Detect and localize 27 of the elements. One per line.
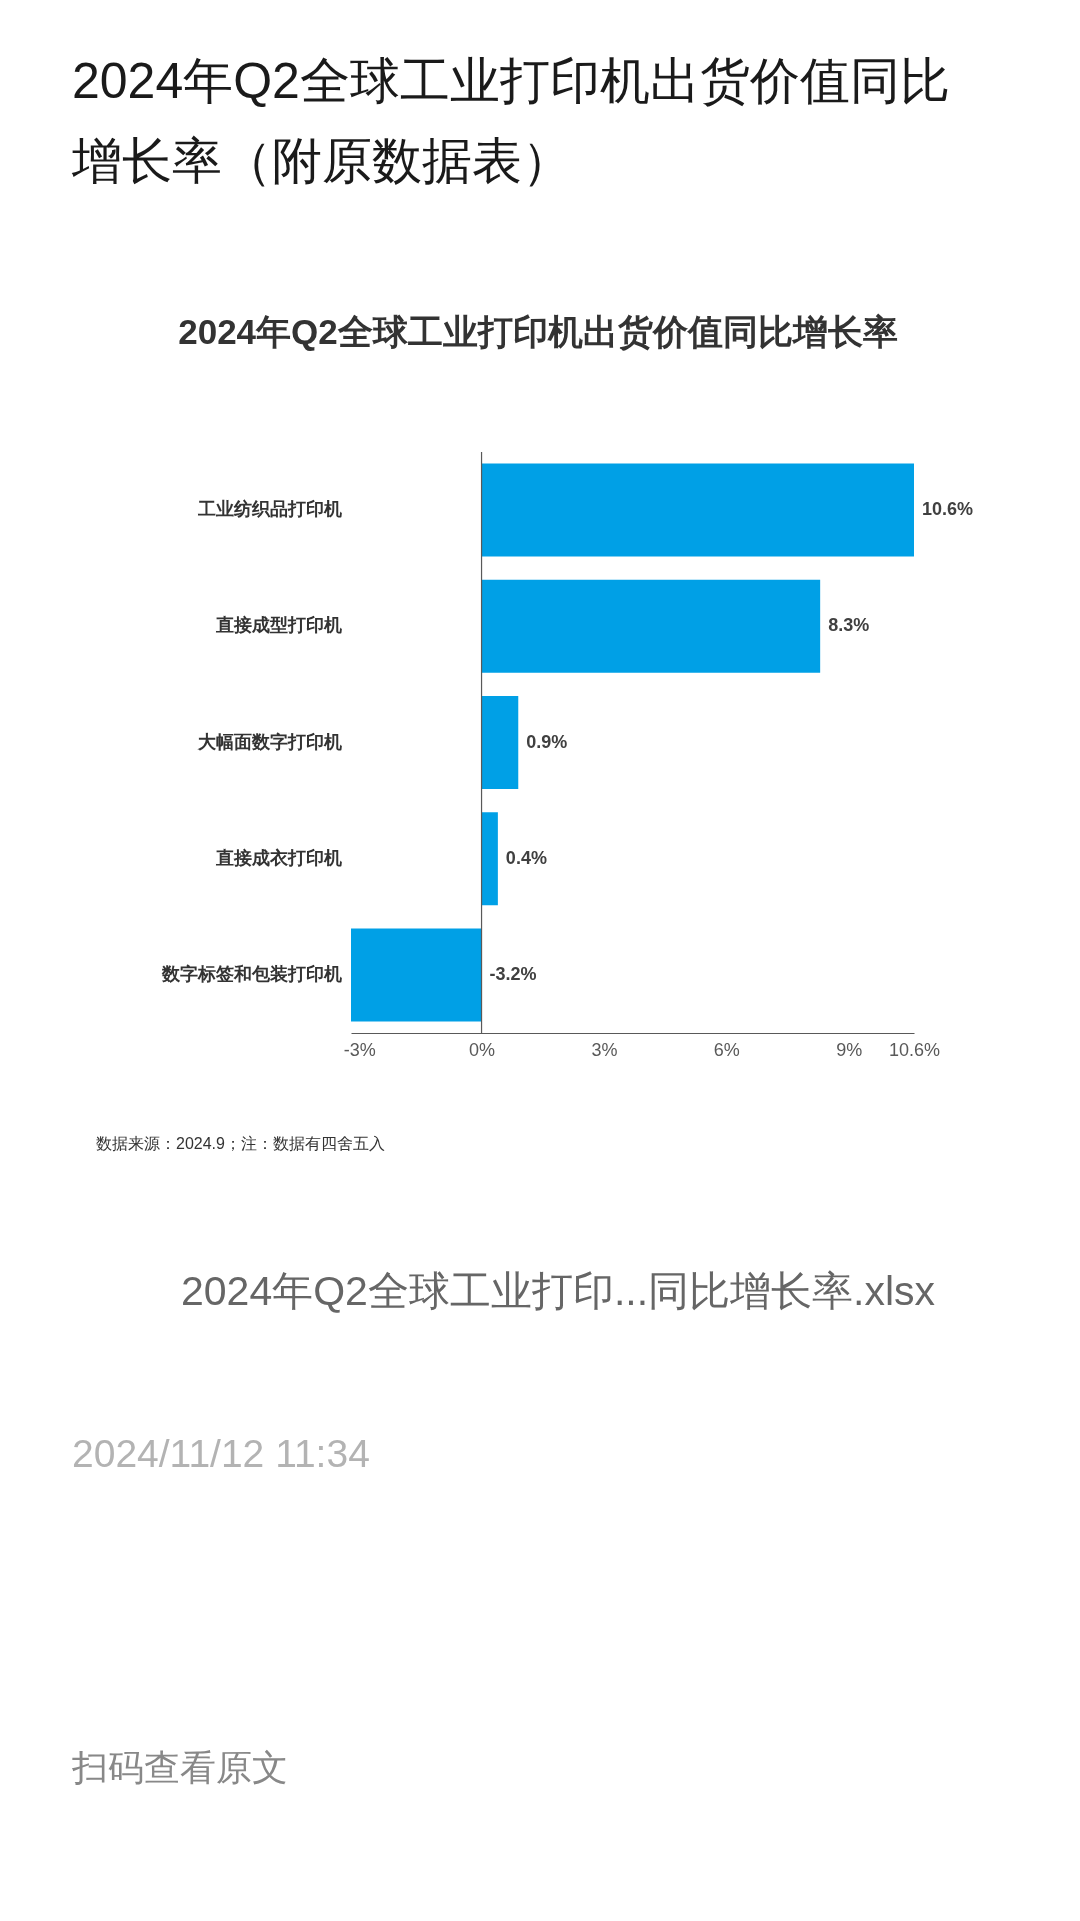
x-tick-label: 9%: [836, 1039, 863, 1060]
y-tick-label: 直接成型打印机: [214, 615, 342, 636]
text: 2024/11/12 11:34: [72, 1432, 370, 1475]
source-note: 数据来源：2024.9；注：数据有四舍五入: [96, 1135, 385, 1152]
y-tick-label: 数字标签和包装打印机: [160, 963, 342, 984]
data-label: 10.6%: [922, 499, 974, 520]
text: 2024年Q2全球工业打印...同比增长率.xlsx: [181, 1268, 936, 1314]
x-tick-label: 0%: [469, 1039, 496, 1060]
x-tick-label: 6%: [713, 1039, 740, 1060]
y-tick-label: 大幅面数字打印机: [196, 731, 342, 752]
y-tick-label: 工业纺织品打印机: [196, 499, 342, 520]
bar: [481, 696, 519, 789]
bar: [481, 463, 914, 557]
data-label: 8.3%: [828, 615, 870, 636]
chart-subtitle: 2024年Q2全球工业打印机出货价值同比增长率: [178, 312, 898, 351]
bar: [481, 579, 821, 673]
x-tick-label: -3%: [343, 1039, 376, 1060]
chart-title: 2024年Q2全球工业打印机出货价值同比增长率（附原数据表）: [71, 53, 950, 189]
bar: [481, 812, 498, 906]
text: 扫码查看原文: [71, 1747, 288, 1788]
data-label: -3.2%: [489, 963, 537, 984]
y-tick-label: 直接成衣打印机: [214, 847, 342, 868]
data-label: 0.9%: [526, 731, 568, 752]
x-tick-label: 10.6%: [888, 1039, 941, 1060]
x-tick-label: 3%: [591, 1039, 618, 1060]
data-label: 0.4%: [505, 847, 547, 868]
bar: [351, 928, 482, 1022]
